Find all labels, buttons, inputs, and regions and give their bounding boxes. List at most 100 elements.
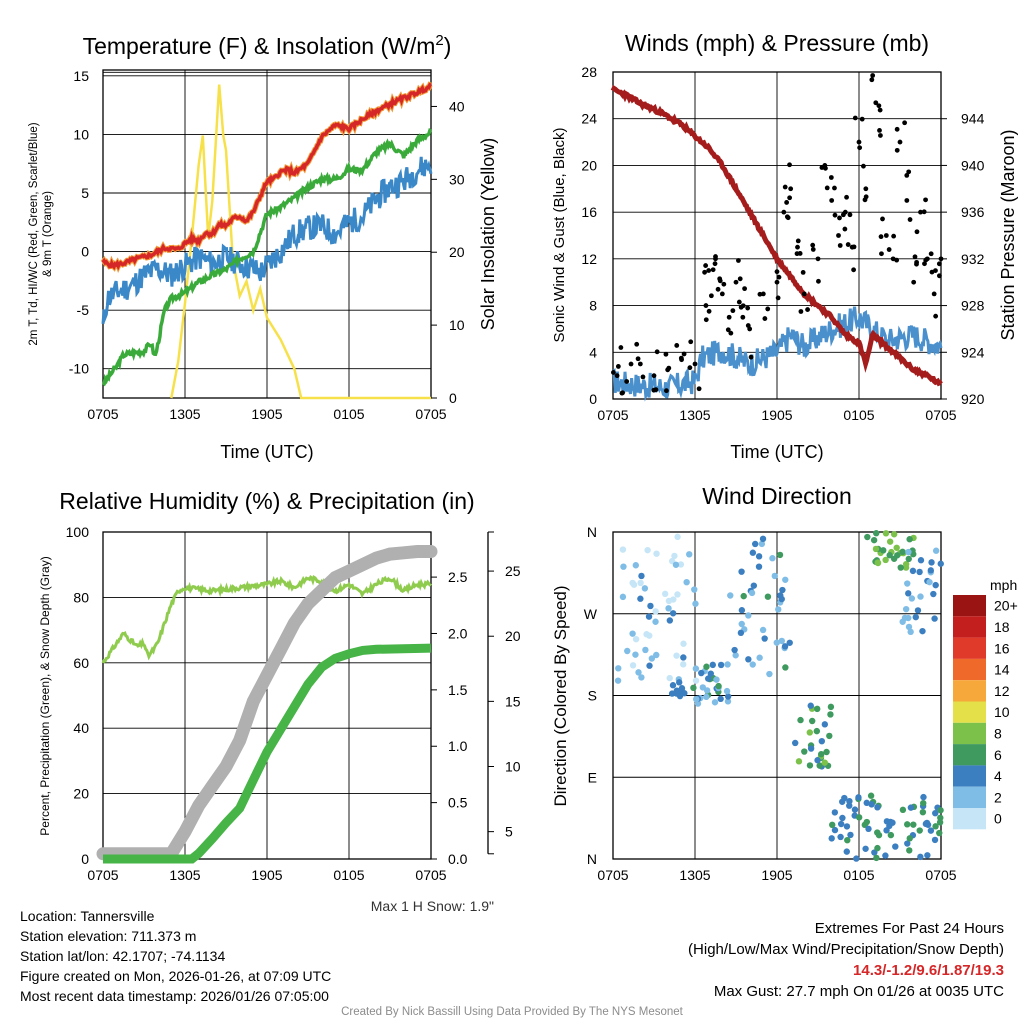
direction-point [846, 798, 852, 804]
direction-point [779, 596, 785, 602]
rh-y-tick-label: 20 [73, 786, 89, 802]
gust-point [711, 267, 716, 272]
direction-point [792, 740, 798, 746]
legend-swatch [953, 616, 986, 637]
direction-point [760, 627, 766, 633]
gust-point [929, 251, 934, 256]
direction-point [681, 690, 687, 696]
gust-point [730, 308, 735, 313]
direction-point [844, 848, 850, 854]
direction-point [807, 729, 813, 735]
gust-point [913, 254, 918, 259]
gust-point [641, 374, 646, 379]
snow-tick-label: 20 [505, 628, 521, 644]
solar-y-axis-label: Solar Insolation (Yellow) [478, 138, 498, 330]
gust-point [664, 388, 669, 393]
legend-swatch [953, 765, 986, 786]
max-gust-text: Max Gust: 27.7 mph On 01/26 at 0035 UTC [688, 981, 1004, 1002]
gust-point [704, 303, 709, 308]
created-text: Figure created on Mon, 2026-01-26, at 07… [20, 966, 331, 986]
wind-y-tick-label: 16 [581, 204, 597, 220]
wind-chart-title: Winds (mph) & Pressure (mb) [625, 30, 929, 56]
wind-x-tick-label: 1305 [679, 407, 710, 423]
direction-point [633, 636, 639, 642]
wind-y-tick-label: 8 [589, 298, 597, 314]
gust-point [911, 280, 916, 285]
gust-point [880, 217, 885, 222]
direction-point [905, 549, 911, 555]
direction-point [670, 610, 676, 616]
direction-point [917, 827, 923, 833]
direction-point [693, 677, 699, 683]
rh-y-tick-label: 0 [81, 851, 89, 867]
direction-point [907, 835, 913, 841]
gust-point [777, 275, 782, 280]
direction-point [822, 721, 828, 727]
wind-y-tick-label: 28 [581, 64, 597, 80]
direction-point [828, 704, 834, 710]
direction-point [662, 591, 668, 597]
gust-point [863, 186, 868, 191]
gust-point [655, 349, 660, 354]
direction-point [908, 804, 914, 810]
direction-point [680, 654, 686, 660]
temp-y-tick-label: 15 [73, 68, 89, 84]
direction-point [756, 655, 762, 661]
gust-point [838, 243, 843, 248]
gust-point [805, 307, 810, 312]
gust-point [718, 278, 723, 283]
dir-y-axis-label: Direction (Colored By Speed) [551, 585, 570, 806]
station-info: Location: Tannersville Station elevation… [20, 906, 331, 1006]
gust-point [781, 210, 786, 215]
direction-point [760, 536, 766, 542]
gust-point [869, 77, 874, 82]
legend-label: 4 [994, 768, 1002, 784]
gust-point [914, 260, 919, 265]
wind-y-tick-label: 20 [581, 157, 597, 173]
direction-point [932, 837, 938, 843]
direction-point [876, 832, 882, 838]
direction-point [631, 582, 637, 588]
temp-chart-title: Temperature (F) & Insolation (W/m2) [83, 32, 452, 59]
wind-x-tick-label: 0705 [925, 407, 956, 423]
direction-point [680, 641, 686, 647]
direction-point [761, 635, 767, 641]
gust-point [852, 244, 857, 249]
gust-point [784, 200, 789, 205]
direction-point [917, 854, 923, 860]
direction-point [615, 677, 621, 683]
direction-point [715, 683, 721, 689]
legend-swatch [953, 787, 986, 808]
legend-swatch [953, 702, 986, 723]
gust-point [618, 345, 623, 350]
direction-point [898, 564, 904, 570]
gust-point [937, 273, 942, 278]
legend-swatch [953, 680, 986, 701]
gust-point [846, 242, 851, 247]
gust-point [783, 185, 788, 190]
gust-point [682, 352, 687, 357]
gust-point [848, 212, 853, 217]
gust-point [674, 343, 679, 348]
legend-label: 0 [994, 811, 1002, 827]
extremes-info: Extremes For Past 24 Hours (High/Low/Max… [688, 918, 1004, 1002]
gust-point [702, 270, 707, 275]
direction-point [652, 608, 658, 614]
direction-point [750, 550, 756, 556]
direction-point [637, 580, 643, 586]
gust-point [704, 317, 709, 322]
direction-point [724, 661, 730, 667]
gust-point [652, 373, 657, 378]
direction-point [928, 559, 934, 565]
direction-point [756, 563, 762, 569]
gust-point [707, 309, 712, 314]
direction-point [839, 815, 845, 821]
snow-tick-label: 15 [505, 693, 521, 709]
gust-point [746, 323, 751, 328]
gust-point [745, 306, 750, 311]
temp-y-axis-label-1: 2m T, Td, HI/WC (Red, Green, Scarlet/Blu… [28, 122, 40, 345]
direction-point [772, 573, 778, 579]
gust-point [922, 209, 927, 214]
gust-point [878, 108, 883, 113]
precip-tick-label: 1.5 [448, 682, 468, 698]
